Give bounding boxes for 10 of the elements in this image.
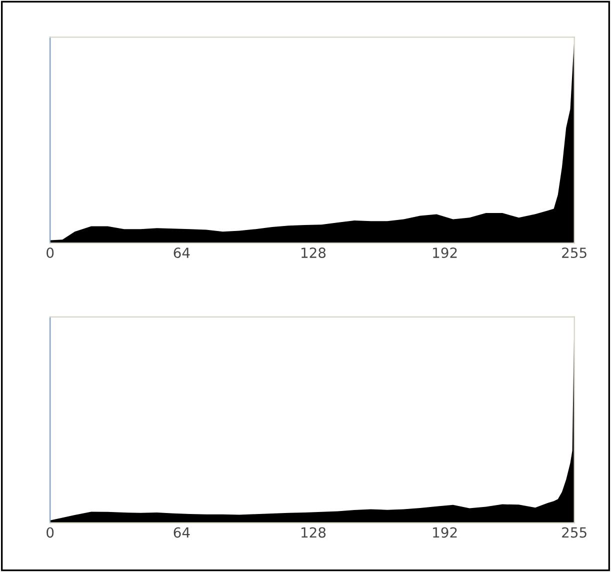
x-tick-label: 0 bbox=[46, 527, 54, 538]
x-tick-label: 128 bbox=[302, 527, 326, 538]
x-tick-label: 192 bbox=[433, 248, 457, 258]
x-tick-label: 64 bbox=[174, 248, 190, 258]
x-tick-label: 128 bbox=[302, 248, 326, 258]
x-tick-label: 0 bbox=[46, 248, 54, 258]
x-tick-label: 255 bbox=[562, 527, 586, 538]
x-tick-label: 64 bbox=[174, 527, 190, 538]
x-tick-label: 255 bbox=[562, 248, 586, 258]
x-tick-label: 192 bbox=[433, 527, 457, 538]
